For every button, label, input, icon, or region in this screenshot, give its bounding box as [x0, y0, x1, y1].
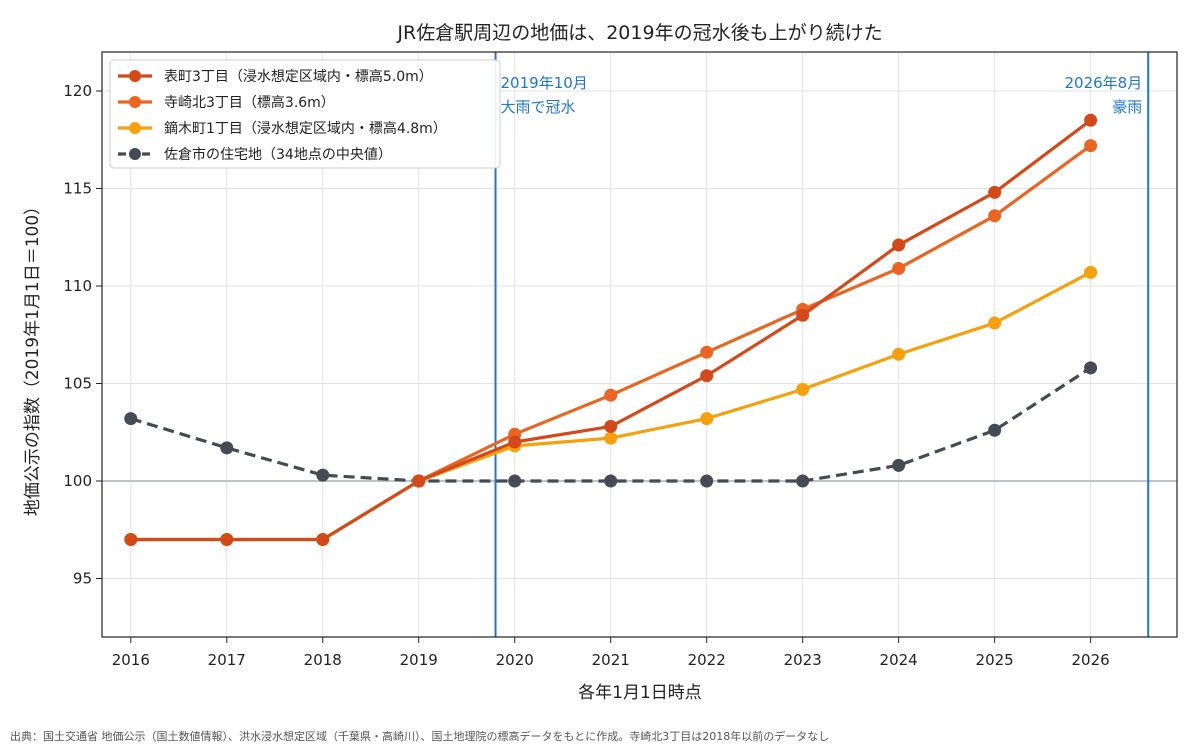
- data-point: [220, 441, 234, 455]
- y-tick-label: 100: [63, 472, 92, 490]
- y-tick-label: 120: [63, 82, 92, 100]
- event-label-date: 2019年10月: [501, 74, 588, 92]
- data-point: [700, 345, 714, 359]
- data-point: [604, 388, 618, 402]
- data-point: [796, 474, 810, 488]
- data-point: [1084, 113, 1098, 127]
- data-point: [796, 382, 810, 396]
- legend-label: 佐倉市の住宅地（34地点の中央値）: [164, 146, 392, 163]
- legend-label: 表町3丁目（浸水想定区域内・標高5.0m）: [164, 68, 433, 85]
- legend-marker: [129, 70, 141, 82]
- y-axis-label: 地価公示の指数（2019年1月1日＝100）: [23, 198, 43, 516]
- data-point: [604, 419, 618, 433]
- chart-title: JR佐倉駅周辺の地価は、2019年の冠水後も上がり続けた: [396, 22, 882, 44]
- y-tick-label: 95: [73, 570, 92, 588]
- x-tick-label: 2016: [112, 651, 150, 669]
- data-point: [604, 474, 618, 488]
- data-point: [700, 474, 714, 488]
- x-tick-label: 2026: [1072, 651, 1110, 669]
- data-point: [508, 435, 522, 449]
- data-point: [220, 533, 234, 546]
- data-point: [316, 468, 330, 482]
- legend-label: 鏑木町1丁目（浸水想定区域内・標高4.8m）: [164, 120, 447, 137]
- data-point: [316, 533, 330, 546]
- data-point: [988, 209, 1002, 223]
- data-point: [988, 423, 1002, 437]
- x-tick-label: 2025: [976, 651, 1014, 669]
- x-tick-label: 2024: [880, 651, 918, 669]
- data-point: [124, 533, 138, 546]
- data-point: [988, 185, 1002, 199]
- data-point: [508, 474, 522, 488]
- source-footnote: 出典：国土交通省 地価公示（国土数値情報）、洪水浸水想定区域（千葉県・高崎川）、…: [10, 730, 830, 743]
- y-tick-label: 110: [63, 277, 92, 295]
- data-point: [988, 316, 1002, 330]
- x-axis-label: 各年1月1日時点: [578, 683, 702, 703]
- data-point: [412, 474, 426, 488]
- data-point: [604, 431, 618, 445]
- x-tick-label: 2018: [304, 651, 342, 669]
- series-line: [417, 144, 1093, 483]
- data-point: [892, 458, 906, 472]
- y-tick-label: 115: [63, 180, 92, 198]
- data-point: [892, 238, 906, 252]
- y-tick-label: 105: [63, 375, 92, 393]
- legend-marker: [129, 148, 141, 160]
- event-label-desc: 大雨で冠水: [501, 98, 576, 116]
- x-tick-label: 2020: [496, 651, 534, 669]
- legend-marker: [129, 122, 141, 134]
- data-point: [1084, 361, 1098, 375]
- data-point: [124, 412, 138, 426]
- legend-marker: [129, 96, 141, 108]
- event-label-desc: 豪雨: [1112, 98, 1142, 116]
- legend-box: [109, 59, 501, 169]
- data-point: [700, 412, 714, 426]
- x-tick-label: 2022: [688, 651, 726, 669]
- x-tick-label: 2021: [592, 651, 630, 669]
- data-point: [892, 347, 906, 361]
- event-label-date: 2026年8月: [1064, 74, 1142, 92]
- x-tick-label: 2019: [400, 651, 438, 669]
- x-tick-label: 2023: [784, 651, 822, 669]
- x-tick-label: 2017: [208, 651, 246, 669]
- plot-frame: [101, 51, 1178, 638]
- data-point: [892, 261, 906, 275]
- data-point: [1084, 139, 1098, 153]
- data-point: [796, 308, 810, 322]
- data-point: [1084, 265, 1098, 279]
- data-point: [700, 369, 714, 383]
- legend-label: 寺崎北3丁目（標高3.6m）: [164, 94, 335, 111]
